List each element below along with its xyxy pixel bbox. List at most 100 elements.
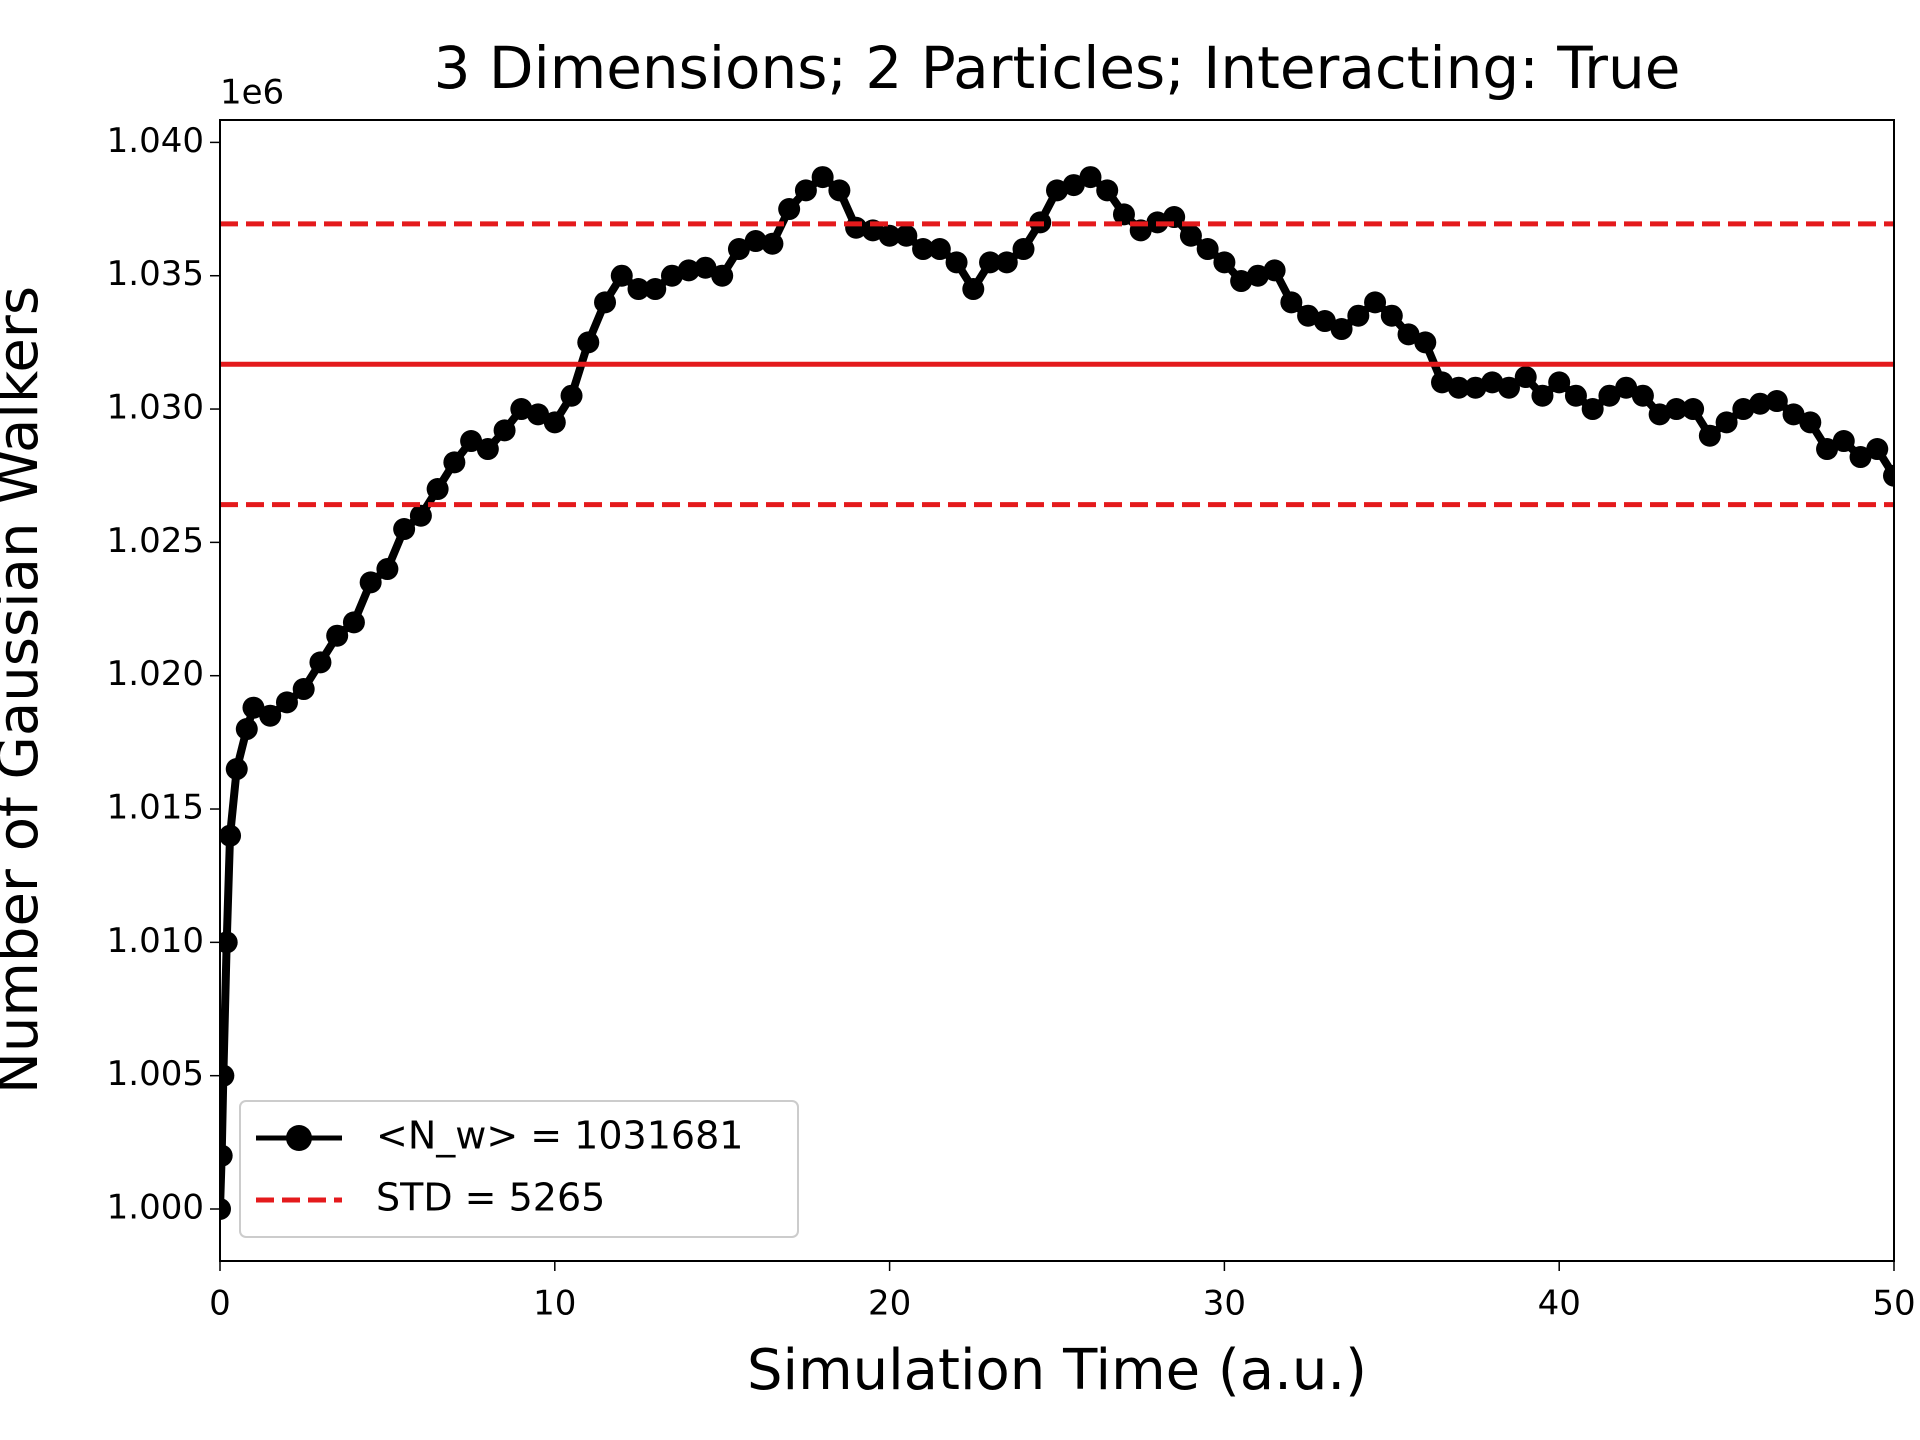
data-point <box>1765 390 1788 413</box>
data-point <box>1782 403 1805 426</box>
data-point <box>1749 392 1772 415</box>
data-point <box>292 678 315 701</box>
data-point <box>928 238 951 261</box>
data-point <box>744 230 767 253</box>
data-point <box>1046 179 1068 202</box>
data-point <box>660 264 683 287</box>
y-tick-label: 1.025 <box>107 521 204 561</box>
data-point <box>1732 398 1755 421</box>
data-point <box>1246 264 1269 287</box>
data-point <box>711 264 734 287</box>
data-point <box>1096 179 1119 202</box>
series-line <box>220 173 1894 1210</box>
data-point <box>1464 376 1487 399</box>
data-point <box>761 232 784 255</box>
data-point <box>577 331 600 354</box>
data-point <box>1447 376 1470 399</box>
data-point <box>1564 384 1587 407</box>
data-point <box>1883 464 1894 487</box>
data-point <box>220 1144 233 1167</box>
legend-label: <N_w> = 1031681 <box>376 1114 743 1158</box>
x-tick-label: 20 <box>868 1284 911 1324</box>
data-point <box>1615 376 1638 399</box>
data-point <box>1347 304 1370 327</box>
data-point <box>778 198 801 221</box>
data-point <box>393 518 416 541</box>
data-point <box>342 611 365 634</box>
data-point <box>220 1198 231 1220</box>
data-point <box>694 256 717 279</box>
data-point <box>1213 251 1236 274</box>
data-point <box>309 651 332 674</box>
data-point <box>677 259 700 282</box>
data-point <box>1866 438 1889 461</box>
data-point <box>794 179 817 202</box>
data-point <box>543 411 566 434</box>
x-tick-label: 50 <box>1872 1284 1915 1324</box>
data-point <box>1280 291 1303 314</box>
data-point <box>1297 304 1320 327</box>
data-point <box>1648 403 1671 426</box>
y-tick-label: 1.035 <box>107 254 204 294</box>
data-point <box>828 179 851 202</box>
data-point <box>1431 371 1454 394</box>
data-point <box>895 224 918 247</box>
y-tick-label: 1.020 <box>107 654 204 694</box>
data-point <box>275 691 298 714</box>
data-point <box>460 430 483 453</box>
data-point <box>1548 371 1571 394</box>
x-tick-label: 10 <box>533 1284 576 1324</box>
data-point <box>1112 203 1135 226</box>
x-tick-label: 40 <box>1538 1284 1581 1324</box>
data-point <box>1598 384 1621 407</box>
data-point <box>1012 238 1035 261</box>
data-point <box>1497 376 1520 399</box>
data-point <box>1179 224 1202 247</box>
data-point <box>1682 398 1705 421</box>
data-point <box>326 624 349 647</box>
x-tick-label: 0 <box>209 1284 231 1324</box>
data-point <box>1816 438 1839 461</box>
data-point <box>409 504 432 527</box>
data-point <box>945 251 968 274</box>
data-point <box>644 278 667 301</box>
data-point <box>1062 174 1085 197</box>
data-point <box>1698 424 1721 447</box>
data-point <box>1581 398 1604 421</box>
data-point <box>594 291 617 314</box>
y-tick-label: 1.010 <box>107 921 204 961</box>
legend-box <box>239 1100 799 1238</box>
data-point <box>1364 291 1387 314</box>
data-point <box>220 931 238 954</box>
data-point <box>1313 310 1336 333</box>
data-point <box>1196 238 1219 261</box>
data-point <box>1665 398 1688 421</box>
data-point <box>560 384 583 407</box>
x-axis-label: Simulation Time (a.u.) <box>747 1338 1367 1403</box>
legend-marker <box>286 1125 312 1151</box>
data-point <box>912 238 935 261</box>
data-point <box>979 251 1002 274</box>
data-point <box>811 166 834 189</box>
data-point <box>610 264 633 287</box>
data-point <box>1414 331 1437 354</box>
data-point <box>1849 446 1872 469</box>
data-point <box>995 251 1018 274</box>
x-tick-label: 30 <box>1203 1284 1246 1324</box>
y-offset-label: 1e6 <box>220 73 284 113</box>
data-point <box>727 238 750 261</box>
data-point <box>1514 366 1537 389</box>
y-tick-label: 1.030 <box>107 388 204 428</box>
data-point <box>1079 166 1102 189</box>
data-point <box>259 704 282 727</box>
data-point <box>878 224 901 247</box>
data-point <box>376 558 399 581</box>
data-point <box>1631 384 1654 407</box>
data-point <box>235 718 258 741</box>
data-point <box>220 824 242 847</box>
data-point <box>220 1064 235 1087</box>
data-point <box>1799 411 1822 434</box>
data-point <box>242 696 265 719</box>
